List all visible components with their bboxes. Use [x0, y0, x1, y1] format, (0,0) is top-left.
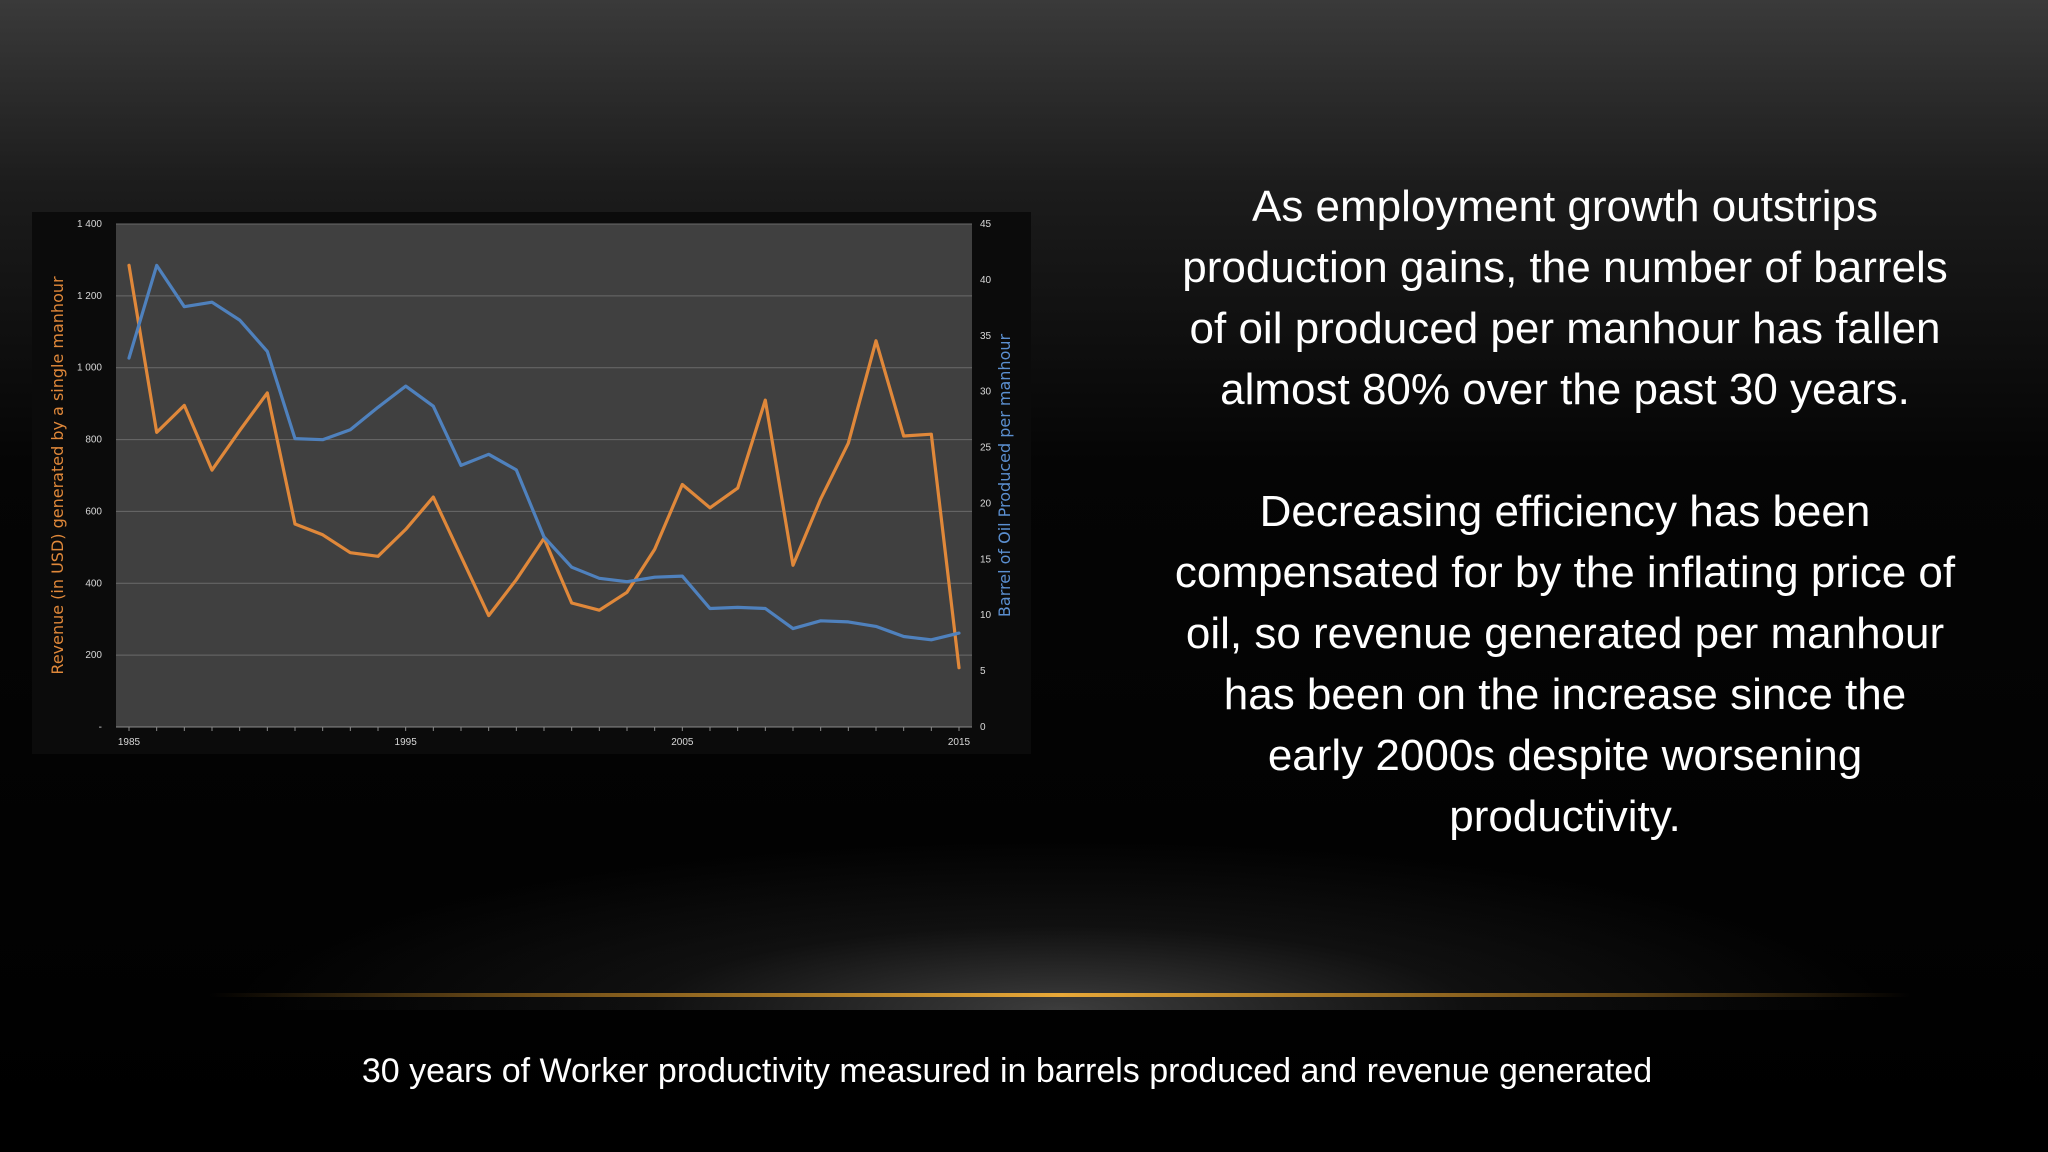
y-tick-label-left: -	[99, 722, 102, 733]
x-tick-label: 1995	[395, 737, 418, 748]
explanation-text: As employment growth outstrips productio…	[1170, 176, 1960, 847]
y-tick-label-right: 15	[980, 554, 992, 565]
x-tick-label: 2005	[671, 737, 694, 748]
y-tick-label-left: 1 400	[77, 219, 102, 230]
plot-area	[116, 224, 972, 727]
series-lines	[127, 263, 961, 670]
x-axis: 1985 1995 2005 2015	[118, 727, 971, 748]
y-axis-left-title: Revenue (in USD) generated by a single m…	[48, 276, 67, 675]
y-tick-label-left: 200	[85, 650, 102, 661]
y-tick-label-right: 5	[980, 666, 986, 677]
y-tick-label-left: 1 000	[77, 363, 102, 374]
y-tick-label-left: 800	[85, 435, 102, 446]
y-axis-left: - 200 400 600 800 1 000 1 200 1 400	[77, 219, 102, 733]
y-tick-label-right: 30	[980, 387, 992, 398]
chart-container: 1985 1995 2005 2015 -200 400 600 800 1 000 1 200…	[32, 212, 1031, 754]
y-axis-right-title: Barrel of Oil Produced per manhour	[995, 334, 1014, 618]
y-tick-label-right: 40	[980, 275, 992, 286]
y-tick-label-right: 35	[980, 331, 992, 342]
gridlines	[116, 223, 972, 728]
accent-divider-line	[210, 993, 1910, 997]
barrels-per-manhour-line	[127, 263, 961, 642]
y-tick-label-right: 20	[980, 498, 992, 509]
explanation-paragraph-1: As employment growth outstrips productio…	[1182, 182, 1948, 414]
x-tick-label: 2015	[948, 737, 971, 748]
y-tick-label-right: 25	[980, 443, 992, 454]
slide-caption: 30 years of Worker productivity measured…	[361, 1052, 1653, 1090]
y-tick-label-right: 10	[980, 610, 992, 621]
y-tick-label-right: 0	[980, 722, 986, 733]
y-tick-label-right: 45	[980, 219, 992, 230]
y-tick-label-left: 400	[85, 578, 102, 589]
explanation-paragraph-2: Decreasing efficiency has been compensat…	[1174, 487, 1956, 841]
x-tick-label: 1985	[118, 737, 141, 748]
slide-glow	[230, 840, 1890, 1010]
y-tick-label-left: 600	[85, 506, 102, 517]
y-tick-label-left: 1 200	[77, 291, 102, 302]
y-axis-right: 0 5 10 15 20 25 30 35 40 45	[980, 219, 992, 733]
